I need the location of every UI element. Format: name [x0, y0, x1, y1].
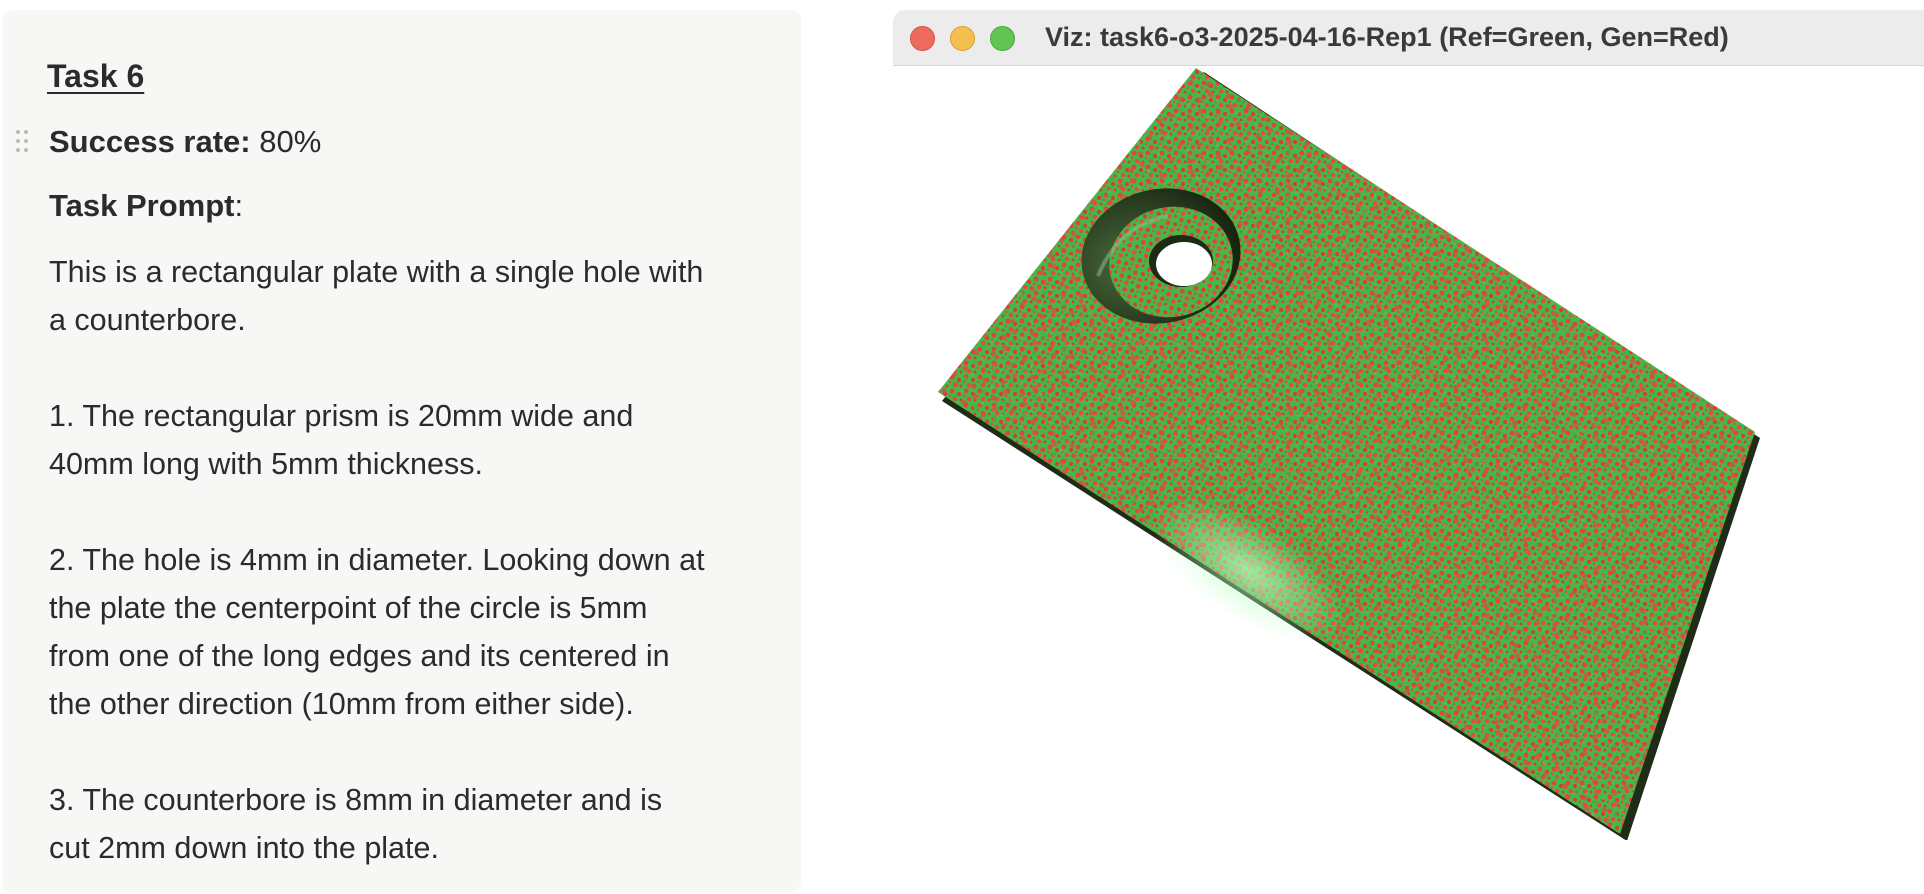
counterbore-highlight: [1096, 214, 1169, 277]
success-rate-line: Success rate: 80%: [49, 124, 321, 160]
drag-handle-icon[interactable]: [14, 130, 32, 160]
success-rate-label: Success rate:: [49, 124, 251, 159]
window-titlebar[interactable]: Viz: task6-o3-2025-04-16-Rep1 (Ref=Green…: [893, 10, 1924, 66]
plate-speckle-overlay: [938, 68, 1755, 834]
task-title[interactable]: Task 6: [47, 58, 145, 94]
task-prompt-text: This is a rectangular plate with a singl…: [49, 255, 705, 865]
minimize-button[interactable]: [950, 26, 975, 51]
through-hole: [1156, 242, 1212, 286]
close-button[interactable]: [910, 26, 935, 51]
window-title: Viz: task6-o3-2025-04-16-Rep1 (Ref=Green…: [1045, 22, 1729, 52]
visualization-window: Viz: task6-o3-2025-04-16-Rep1 (Ref=Green…: [893, 10, 1924, 840]
task-note-panel: Task 6 Success rate: 80% Task Prompt: Th…: [2, 10, 801, 892]
task-prompt-label: Task Prompt: [49, 188, 235, 223]
specular-glare: [1152, 498, 1344, 644]
success-rate-value: 80%: [259, 124, 322, 159]
task-prompt-heading: Task Prompt:: [49, 188, 243, 224]
task-prompt-colon: :: [234, 188, 244, 223]
point-cloud-render: [938, 68, 1760, 840]
maximize-button[interactable]: [990, 26, 1015, 51]
point-cloud-canvas[interactable]: [893, 66, 1924, 840]
